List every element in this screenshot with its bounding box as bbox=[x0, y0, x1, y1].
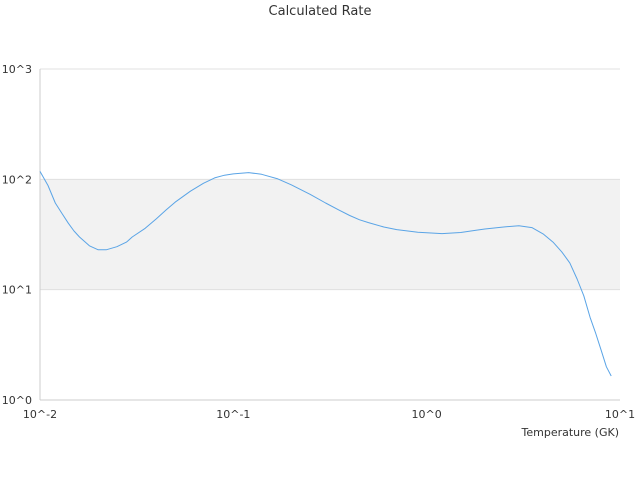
chart-title: Calculated Rate bbox=[268, 4, 372, 19]
y-tick-label: 10^0 bbox=[2, 394, 32, 407]
x-tick-label: 10^-2 bbox=[23, 408, 57, 421]
x-axis-label: Temperature (GK) bbox=[521, 426, 620, 439]
y-tick-label: 10^1 bbox=[2, 284, 32, 297]
series-line bbox=[39, 171, 612, 377]
x-tick-label: 10^1 bbox=[605, 408, 635, 421]
y-tick-label: 10^3 bbox=[2, 63, 32, 76]
y-tick-label: 10^2 bbox=[2, 173, 32, 186]
shaded-band bbox=[40, 179, 620, 290]
x-tick-label: 10^0 bbox=[412, 408, 442, 421]
x-tick-label: 10^-1 bbox=[216, 408, 250, 421]
